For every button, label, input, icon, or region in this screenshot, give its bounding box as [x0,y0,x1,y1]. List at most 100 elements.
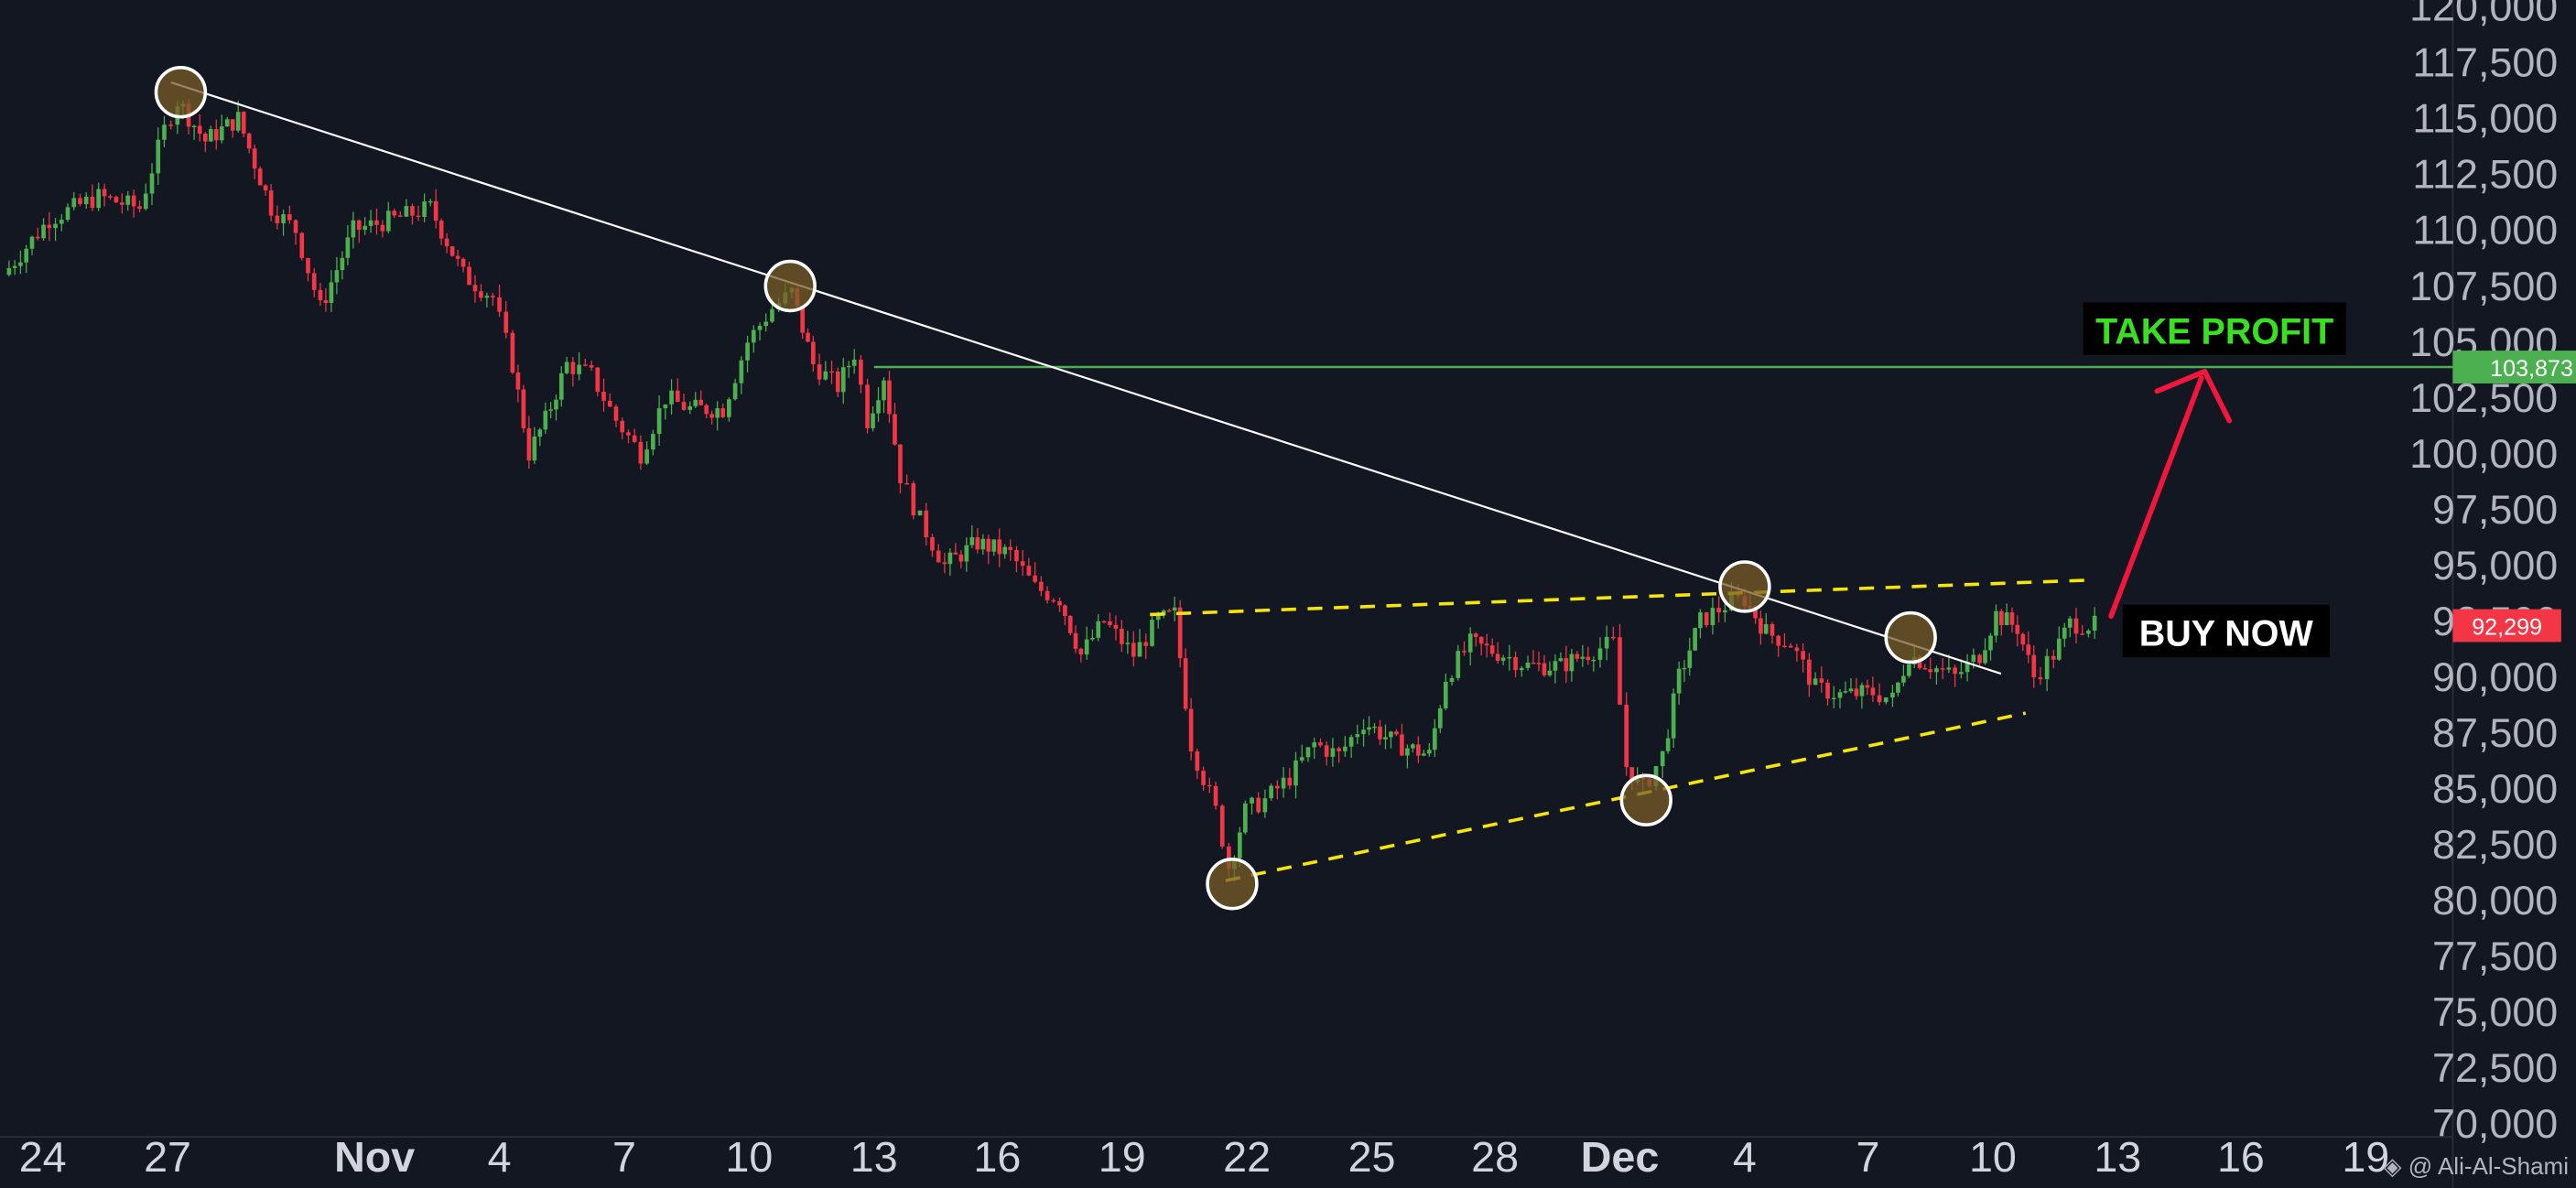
candle-body [1275,785,1280,789]
candle-body [936,550,941,563]
candle-body [1456,651,1461,678]
candle-body [1618,637,1622,705]
date-tick-label: 7 [1856,1133,1880,1181]
candle-body [1865,685,1870,688]
take-profit-price-tag [2452,351,2576,383]
candle-body [1928,669,1933,673]
candle-body [78,198,82,204]
candle-body [817,363,822,380]
candle-body [460,258,466,267]
candle-body [1964,662,1970,673]
candle-body [1848,688,1854,692]
candle-body [1411,744,1415,749]
candle-body [235,112,241,131]
candle-body [385,211,391,232]
candle-body [669,390,674,405]
candle-body [1378,726,1382,740]
candle-body [374,220,379,225]
candle-body [835,371,840,393]
candle-body [2062,627,2067,639]
candle-body [715,408,720,418]
candle-body [467,266,471,286]
candle-body [1188,708,1194,751]
date-tick-label: 16 [2217,1133,2265,1181]
candle-body [1238,832,1242,859]
candle-body [1183,658,1188,709]
candle-body [2080,633,2085,635]
candle-body [526,427,532,461]
candle-body [351,220,356,238]
candle-body [632,435,637,442]
candle-body [1698,612,1703,629]
candle-body [1389,731,1393,738]
candle-body [449,246,455,256]
price-tick-label: 95,000 [2432,542,2558,589]
candle-body [428,200,433,203]
candle-body [2067,618,2073,628]
candle-body [1946,667,1952,670]
candle-body [1473,633,1478,637]
current-price-tag [2452,609,2561,643]
candle-body [306,258,310,274]
candle-body [208,129,213,142]
candle-body [12,265,17,268]
candle-body [1901,675,1906,683]
take-profit-label-box [2083,302,2346,355]
candle-body [444,238,449,247]
price-tick-label: 70,000 [2432,1100,2558,1147]
candle-body [727,399,731,417]
candle-body [246,133,252,149]
candle-body [1195,751,1200,772]
candle-body [1763,623,1769,634]
candle-body [924,510,929,537]
candle-body [1819,678,1824,683]
candle-body [96,189,102,209]
candle-body [1422,753,1426,756]
candle-body [484,296,490,298]
candle-body [675,390,680,403]
candle-body [410,206,415,216]
arrow-head [2154,368,2233,424]
candle-body [1591,659,1596,662]
candle-body [162,124,167,140]
candle-body [1611,636,1616,639]
candle-body [1489,645,1495,654]
candle-body [1299,757,1304,761]
candle-body [2020,633,2026,645]
price-tick-label: 72,500 [2432,1044,2558,1091]
price-tick-label: 85,000 [2432,765,2558,812]
candle-body [2056,638,2062,660]
candle-body [404,206,409,217]
candle-body [800,305,806,333]
candle-body [1519,667,1524,671]
candle-body [823,371,828,380]
candle-body [497,297,502,312]
date-tick-label: 19 [2342,1133,2389,1181]
candle-body [1837,692,1843,698]
candle-body [1478,636,1484,644]
candle-body [732,383,738,400]
candle-body [720,408,725,417]
candle-body [607,400,612,407]
candle-body [1687,650,1693,668]
candle-body [1564,658,1569,672]
candle-body [846,365,851,368]
take-profit-price-tag-text: 103,873 [2490,356,2573,382]
candle-body [1513,656,1518,671]
candle-body [882,380,886,401]
candle-body [1660,751,1665,767]
candle-body [570,362,576,374]
candle-body [263,185,268,191]
date-axis: 24 27 Nov 4 7 10 13 16 19 22 25 28 Dec 4 7 10 13 16 19 [0,1133,2453,1181]
tradingview-logo-icon: ◈ [2383,1152,2402,1180]
candle-body [1467,633,1473,653]
candle-body [1597,648,1603,660]
candle-body [59,220,64,224]
candle-body [1462,651,1467,653]
candle-body [980,538,986,550]
candle-body [1558,658,1564,662]
candle-body [503,311,509,333]
candle-body [1953,667,1957,675]
arrow-shaft [2108,375,2204,620]
price-tick-label: 112,500 [2412,151,2558,198]
